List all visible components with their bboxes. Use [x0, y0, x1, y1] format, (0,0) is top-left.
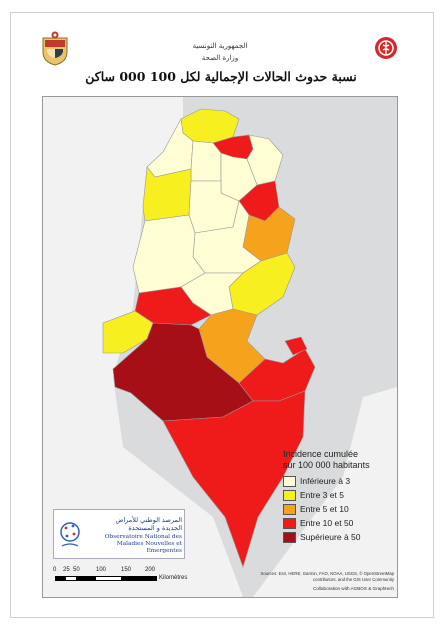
- observatory-logo: المرصد الوطني للأمراض الجديدة و المستجدة…: [53, 509, 185, 559]
- legend: Incidence cumulée sur 100 000 habitants …: [283, 449, 393, 544]
- region-beja: [190, 140, 222, 182]
- legend-item: Entre 3 et 5: [283, 488, 393, 502]
- legend-swatch-5to10: [283, 503, 296, 515]
- legend-label: Entre 10 et 50: [300, 518, 354, 528]
- legend-swatch-10to50: [283, 517, 296, 529]
- legend-item: Inférieure à 3: [283, 474, 393, 488]
- observatory-french-line2: Maladies Nouvelles et Emergentes: [116, 541, 182, 554]
- scale-unit: Kilomètres: [159, 575, 188, 581]
- scale-tick-label: 200: [145, 567, 156, 573]
- map-area: Incidence cumulée sur 100 000 habitants …: [42, 96, 398, 598]
- scale-bar: 0 25 50 100 150 200 Kilomètres: [53, 567, 203, 591]
- legend-item: Supérieure à 50: [283, 530, 393, 544]
- legend-swatch-3to5: [283, 489, 296, 501]
- legend-label: Entre 5 et 10: [300, 504, 349, 514]
- map-title: نسبة حدوث الحالات الإجمالية لكل 100 000 …: [85, 69, 357, 84]
- scale-bar-graphic: [55, 576, 157, 581]
- sources-credit: Sources: Esri, HERE, Garmin, FAO, NOAA, …: [208, 571, 394, 583]
- observatory-arabic: المرصد الوطني للأمراض الجديدة و المستجدة: [84, 516, 182, 532]
- legend-title-line2: sur 100 000 habitants: [283, 460, 370, 470]
- observatory-arabic-line2: الجديدة و المستجدة: [128, 524, 182, 532]
- scale-tick-label: 150: [121, 567, 132, 573]
- legend-item: Entre 5 et 10: [283, 502, 393, 516]
- scale-tick-label: 25: [63, 567, 70, 573]
- sources-line1: Sources: Esri, HERE, Garmin, FAO, NOAA, …: [260, 571, 394, 576]
- sources-line2: contributors, and the GIS User Community: [313, 577, 394, 582]
- header-republic: الجمهورية التونسية: [192, 42, 248, 50]
- scale-tick-label: 0: [53, 567, 57, 573]
- scale-tick-label: 100: [96, 567, 107, 573]
- region-djerba: [284, 336, 308, 356]
- legend-swatch-inf3: [283, 475, 296, 487]
- algeria-land: [43, 97, 243, 597]
- legend-label: Supérieure à 50: [300, 532, 361, 542]
- region-tataouine: [162, 390, 306, 568]
- tunisia-coat-of-arms-icon: [42, 31, 68, 66]
- observatory-emblem-icon: [60, 522, 80, 547]
- map-svg: [43, 97, 397, 597]
- legend-label: Inférieure à 3: [300, 476, 351, 486]
- libya-land: [253, 387, 397, 597]
- legend-label: Entre 3 et 5: [300, 490, 344, 500]
- legend-title-line1: Incidence cumulée: [283, 449, 359, 459]
- header-ministry: وزارة الصحة: [201, 54, 239, 62]
- scale-tick-label: 50: [73, 567, 80, 573]
- observatory-french: Observatoire National des Maladies Nouve…: [84, 534, 182, 555]
- legend-swatch-sup50: [283, 531, 296, 543]
- region-kef: [142, 166, 192, 222]
- ministry-health-logo-icon: [375, 37, 397, 59]
- observatory-arabic-line1: المرصد الوطني للأمراض: [115, 516, 182, 524]
- page-frame: [10, 12, 434, 618]
- legend-item: Entre 10 et 50: [283, 516, 393, 530]
- legend-title: Incidence cumulée sur 100 000 habitants: [283, 449, 393, 471]
- collaboration-credit: Collaboration with AGBOS & Graphtech: [313, 586, 394, 591]
- header-title: الجمهورية التونسية وزارة الصحة: [150, 40, 290, 64]
- observatory-french-line1: Observatoire National des: [104, 534, 182, 540]
